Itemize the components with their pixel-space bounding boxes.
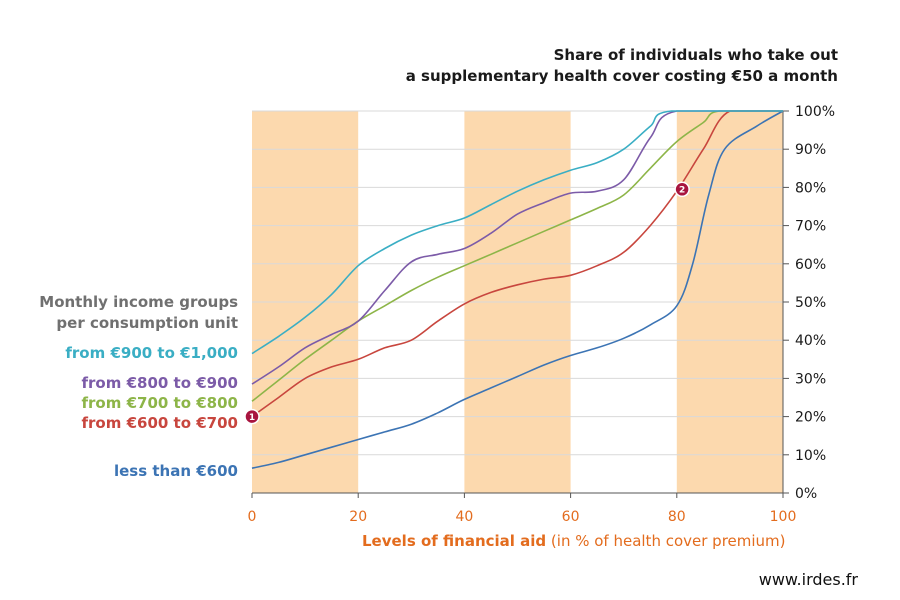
annotation-markers: 12	[244, 181, 690, 425]
y-tick-label-2: 20%	[795, 410, 826, 426]
chart-title-line2: a supplementary health cover costing €50…	[405, 67, 838, 85]
y-tick-label-8: 80%	[795, 180, 826, 196]
x-axis-label-rest: (in % of health cover premium)	[546, 532, 786, 550]
y-tick-label-9: 90%	[795, 142, 826, 158]
y-tick-label-5: 50%	[795, 295, 826, 311]
series-line-2	[251, 110, 783, 402]
legend-title-line2: per consumption unit	[56, 314, 238, 332]
x-tick-label-4: 80	[668, 509, 686, 525]
series-line-4	[251, 110, 784, 469]
series-line-3	[251, 110, 783, 418]
x-tick-label-2: 40	[455, 509, 473, 525]
x-tick-label-3: 60	[562, 509, 580, 525]
x-tick-labels: 0 20 40 60 80 100	[248, 509, 797, 525]
y-tick-label-3: 30%	[795, 371, 826, 387]
legend-label-900-1000: from €900 to €1,000	[65, 344, 238, 362]
y-tick-label-0: 0%	[795, 486, 817, 502]
marker-circle-1	[244, 408, 260, 425]
legend-label-700-800: from €700 to €800	[81, 394, 239, 412]
x-axis-label-bold: Levels of financial aid	[362, 532, 547, 550]
series-line-1	[251, 110, 783, 385]
legend-label-less-600: less than €600	[113, 462, 238, 480]
y-tick-label-10: 100%	[795, 104, 835, 120]
series-line-0	[251, 110, 783, 355]
legend-label-600-700: from €600 to €700	[81, 414, 239, 432]
source-credit: www.irdes.fr	[758, 570, 858, 589]
legend-title-line1: Monthly income groups	[39, 293, 238, 311]
y-tick-label-4: 40%	[795, 333, 826, 349]
axes	[251, 111, 784, 498]
legend-title: Monthly income groups per consumption un…	[39, 292, 238, 334]
y-tick-labels: 0% 10% 20% 30% 40% 50% 60% 70% 80% 90% 100%	[795, 104, 835, 502]
series-lines	[251, 110, 784, 469]
marker-circle-2	[674, 181, 690, 198]
marker-label-2: 2	[679, 186, 685, 196]
y-tick-label-6: 60%	[795, 257, 826, 273]
marker-label-1: 1	[249, 413, 255, 423]
x-tick-label-5: 100	[770, 509, 797, 525]
y-tick-label-1: 10%	[795, 448, 826, 464]
y-tick-label-7: 70%	[795, 219, 826, 235]
x-tick-label-0: 0	[248, 509, 257, 525]
chart-title-line1: Share of individuals who take out	[553, 46, 838, 64]
x-axis-label: Levels of financial aid (in % of health …	[362, 532, 786, 550]
x-tick-label-1: 20	[349, 509, 367, 525]
legend-label-800-900: from €800 to €900	[81, 374, 239, 392]
